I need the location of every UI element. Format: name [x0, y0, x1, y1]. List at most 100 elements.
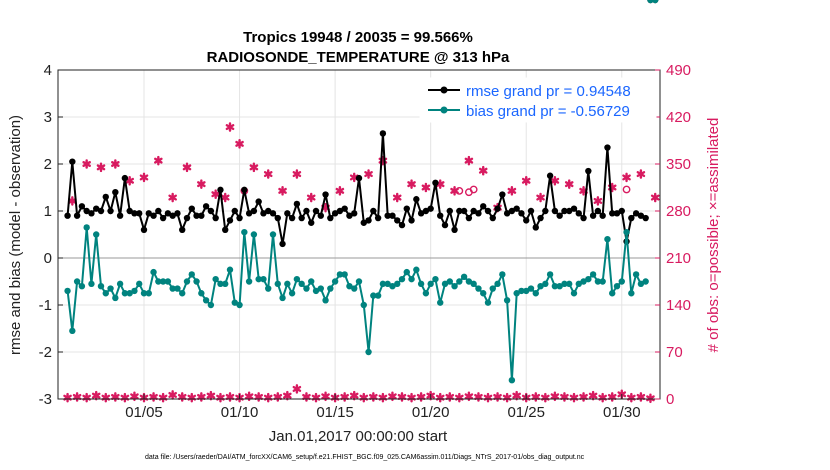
x-tick-label-2: 01/15	[316, 404, 354, 421]
series-0-point-99	[537, 214, 544, 222]
series-1-point-102	[551, 283, 559, 290]
series-1-point-72	[408, 275, 415, 283]
series-0-point-16	[140, 226, 148, 233]
series-0-point-120	[637, 212, 645, 219]
series-0-point-75	[422, 207, 430, 215]
series-0-point-87	[480, 203, 487, 210]
series-1-point-79	[441, 280, 449, 288]
series-1-point-50	[303, 285, 310, 292]
y2-tick-label-7: 490	[666, 62, 691, 79]
obs-assimilated-mark-4-stroke-2	[125, 177, 134, 184]
series-1-point-73	[413, 266, 420, 273]
series-1-point-67	[384, 280, 391, 288]
obs-baseline-mark-13	[187, 392, 197, 403]
series-1-point-89	[489, 285, 496, 292]
obs-baseline-mark-17	[225, 392, 235, 402]
series-1-point-60	[351, 285, 358, 292]
series-0-point-86	[475, 210, 482, 217]
series-1-point-33	[222, 280, 229, 288]
chart-subtitle: RADIOSONDE_TEMPERATURE @ 313 hPa	[207, 49, 510, 66]
obs-baseline-mark-3-stroke-2	[91, 392, 101, 399]
obs-assimilated-mark-17	[292, 169, 302, 179]
series-1-point-17	[145, 290, 152, 297]
series-0-point-38	[245, 210, 253, 217]
obs-assimilated-mark-25	[407, 179, 416, 189]
obs-baseline-mark-24	[292, 384, 302, 394]
series-1-point-54	[322, 297, 329, 304]
series-1-point-1	[69, 327, 76, 335]
series-0-point-31	[212, 214, 219, 222]
series-layer	[64, 0, 659, 384]
series-1-point-26	[188, 271, 195, 278]
series-0-point-98	[532, 224, 539, 231]
series-0-point-81	[451, 226, 458, 233]
series-1-point-110	[589, 271, 597, 278]
y2-axis-ticks: 0 70 140 210 280 350 420 490	[655, 62, 691, 408]
series-1-point-91	[499, 271, 506, 278]
series-1-point-109	[585, 275, 592, 283]
series-0-point-58	[341, 205, 348, 212]
series-1-point-20	[159, 278, 167, 285]
series-1-point-101	[546, 271, 554, 278]
series-0-point-49	[298, 214, 305, 222]
obs-baseline-mark-14-stroke-2	[197, 393, 206, 400]
obs-baseline-mark-20-stroke-2	[254, 393, 263, 400]
obs-possible-mark-1	[455, 186, 464, 195]
y2-tick-label-0: 0	[666, 391, 674, 408]
obs-baseline-mark-54	[579, 392, 588, 402]
series-0-point-24	[179, 226, 186, 233]
series-1-point-74	[417, 280, 425, 288]
series-0-point-82	[456, 207, 463, 215]
series-1-point-114	[609, 290, 616, 297]
series-1-point-122	[647, 0, 654, 4]
obs-baseline-mark-60-stroke-2	[636, 393, 646, 400]
series-0-point-62	[360, 219, 367, 226]
y2-tick-label-1: 70	[666, 344, 683, 361]
obs-assimilated-mark-40-stroke-2	[622, 174, 631, 181]
series-0-point-30	[207, 207, 215, 215]
y-tick-label-7: 4	[44, 62, 52, 79]
series-1-point-12	[121, 290, 129, 297]
series-1-point-57	[336, 271, 344, 278]
series-1-point-64	[370, 292, 377, 299]
series-0-point-7	[97, 207, 105, 215]
series-0-point-83	[460, 207, 468, 215]
obs-baseline-mark-61-stroke-2	[646, 395, 655, 402]
series-1-point-100	[542, 280, 549, 288]
obs-assimilated-mark-34	[536, 192, 545, 203]
obs-assimilated-mark-12-stroke-2	[225, 124, 235, 131]
series-1-point-14	[131, 287, 138, 295]
obs-assimilated-mark-34-stroke-2	[536, 194, 545, 201]
obs-baseline-mark-3	[91, 390, 101, 401]
obs-baseline-mark-32-stroke-2	[369, 393, 378, 400]
series-1-point-96	[523, 287, 530, 295]
series-0-point-112	[599, 212, 606, 219]
series-0-point-115	[613, 210, 621, 217]
obs-baseline-mark-46	[502, 392, 512, 403]
series-1-point-53	[317, 285, 324, 292]
series-0-point-10	[112, 189, 119, 196]
obs-assimilated-mark-15-stroke-2	[263, 171, 273, 178]
series-1-point-21	[164, 278, 172, 285]
obs-assimilated-mark-16	[278, 186, 287, 196]
obs-baseline-mark-53	[569, 392, 579, 403]
obs-baseline-mark-54-stroke-2	[579, 393, 588, 400]
series-0-point-26	[188, 205, 195, 212]
series-0-point-91	[499, 191, 506, 198]
series-1-point-71	[403, 268, 410, 276]
obs-assimilated-mark-13-stroke-2	[235, 140, 244, 147]
series-1-point-104	[561, 280, 568, 288]
series-1-point-68	[389, 283, 396, 290]
obs-assimilated-mark-9	[197, 179, 206, 189]
obs-assimilated-mark-5	[139, 172, 149, 183]
obs-assimilated-mark-21-stroke-2	[349, 174, 359, 181]
series-0-point-79	[441, 221, 449, 229]
series-1-point-78	[437, 299, 444, 306]
obs-possible-mark-3	[469, 185, 478, 194]
series-1-point-19	[155, 278, 162, 285]
series-0-point-28	[198, 212, 205, 219]
obs-assimilated-mark-24-stroke-2	[392, 194, 402, 201]
series-1-point-103	[556, 283, 563, 290]
obs-assimilated-mark-0-stroke-2	[68, 197, 77, 204]
series-1-point-123	[652, 0, 659, 4]
